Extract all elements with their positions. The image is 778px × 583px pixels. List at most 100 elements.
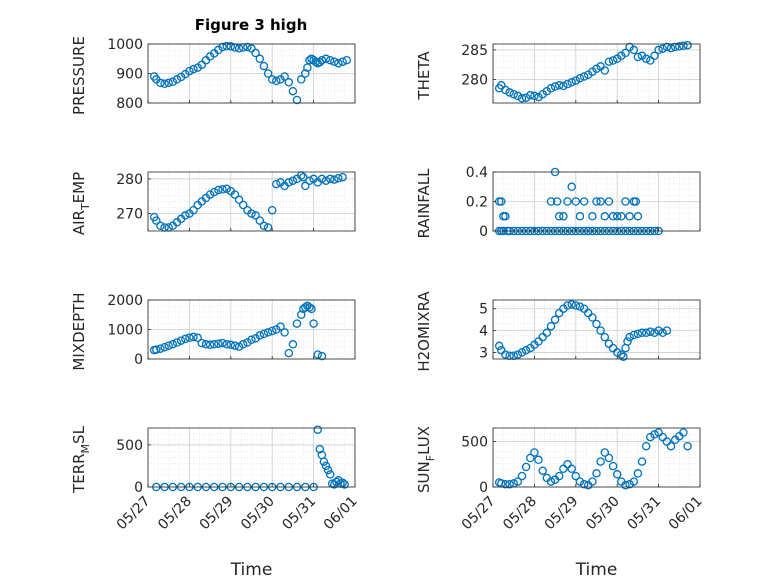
data-point — [497, 197, 506, 206]
data-point — [571, 197, 581, 206]
data-point — [305, 303, 314, 312]
data-point — [193, 333, 202, 343]
data-point — [181, 334, 190, 344]
data-point — [501, 350, 510, 359]
data-point — [530, 448, 539, 457]
data-point — [617, 212, 626, 221]
data-point — [608, 212, 618, 221]
data-point — [305, 55, 314, 65]
data-point — [259, 329, 269, 339]
data-point — [625, 480, 634, 489]
data-point — [526, 91, 535, 100]
data-point — [633, 52, 643, 62]
data-point — [222, 184, 231, 193]
data-point — [608, 56, 618, 65]
data-point — [280, 328, 289, 337]
data-point — [323, 465, 333, 475]
data-point — [629, 330, 639, 340]
data-point — [313, 425, 322, 434]
x-tick-label: 05/31 — [279, 493, 319, 533]
data-point — [272, 179, 281, 189]
data-point — [600, 66, 610, 75]
data-point — [160, 342, 169, 352]
data-point — [205, 340, 215, 350]
data-point — [267, 75, 277, 84]
y-tick-label: 270 — [116, 207, 143, 223]
axes-box — [492, 43, 701, 104]
data-point — [509, 89, 518, 99]
data-point — [683, 40, 692, 50]
data-point — [654, 326, 663, 335]
data-point — [218, 338, 227, 348]
y-tick-label: 500 — [461, 435, 488, 451]
data-point — [617, 350, 626, 359]
y-axis-label: TERRMSL — [70, 425, 92, 494]
data-point — [505, 480, 514, 489]
data-point — [501, 212, 510, 221]
data-point — [641, 441, 651, 451]
data-point — [592, 469, 601, 478]
data-point — [579, 72, 589, 81]
data-point — [288, 340, 298, 349]
data-point — [338, 478, 347, 488]
data-point — [338, 57, 347, 66]
data-point — [325, 174, 335, 184]
data-point — [197, 338, 207, 348]
data-point — [658, 44, 667, 53]
data-point — [267, 205, 277, 215]
data-point — [251, 48, 260, 58]
data-point — [517, 94, 527, 103]
data-point — [517, 348, 527, 357]
data-point — [670, 42, 680, 52]
data-point — [325, 55, 335, 65]
data-point — [218, 42, 227, 52]
data-point — [280, 72, 289, 81]
data-series — [149, 171, 347, 232]
data-point — [307, 304, 316, 314]
data-point — [164, 341, 173, 350]
y-axis-label: AIRTEMP — [70, 172, 92, 235]
data-point — [542, 328, 552, 338]
data-point — [321, 54, 331, 64]
data-point — [650, 328, 659, 338]
chart-panel-8: 0 500 05/27 05/28 05/29 05/30 05/31 06/01 SUNFLU… — [415, 426, 706, 580]
data-point — [238, 340, 248, 349]
data-point — [554, 81, 564, 90]
data-point — [301, 303, 310, 312]
data-series — [494, 428, 692, 490]
data-point — [559, 212, 568, 221]
x-tick-label: 06/01 — [666, 493, 706, 533]
y-tick-label: 0 — [134, 352, 143, 368]
data-point — [575, 302, 585, 311]
y-tick-label: 2000 — [107, 293, 143, 309]
data-point — [214, 339, 223, 348]
data-point — [546, 84, 556, 93]
x-tick-label: 05/29 — [542, 493, 582, 533]
y-tick-label: 500 — [116, 438, 143, 454]
x-tick-label: 05/30 — [238, 493, 278, 533]
data-point — [332, 477, 341, 487]
data-point — [284, 78, 294, 87]
data-point — [284, 178, 294, 187]
data-point — [621, 197, 630, 206]
data-point — [666, 441, 676, 451]
data-point — [251, 211, 260, 220]
plot-area — [493, 428, 700, 487]
figure-title: Figure 3 high — [195, 16, 308, 34]
data-point — [168, 77, 178, 87]
axes-box — [492, 427, 701, 488]
data-point — [567, 464, 576, 474]
data-point — [575, 212, 585, 221]
data-point — [600, 332, 610, 342]
x-tick-label: 05/29 — [197, 493, 237, 533]
y-tick-label: 280 — [116, 172, 143, 188]
data-point — [604, 453, 614, 463]
data-point — [226, 340, 236, 350]
data-point — [172, 338, 182, 347]
y-tick-label: 3 — [479, 345, 488, 361]
chart-panel-7: 0 500 05/27 05/28 05/29 05/30 05/31 06/01 TERRMS… — [70, 425, 361, 580]
data-point — [592, 64, 601, 74]
data-point — [683, 441, 692, 451]
data-point — [272, 76, 281, 86]
